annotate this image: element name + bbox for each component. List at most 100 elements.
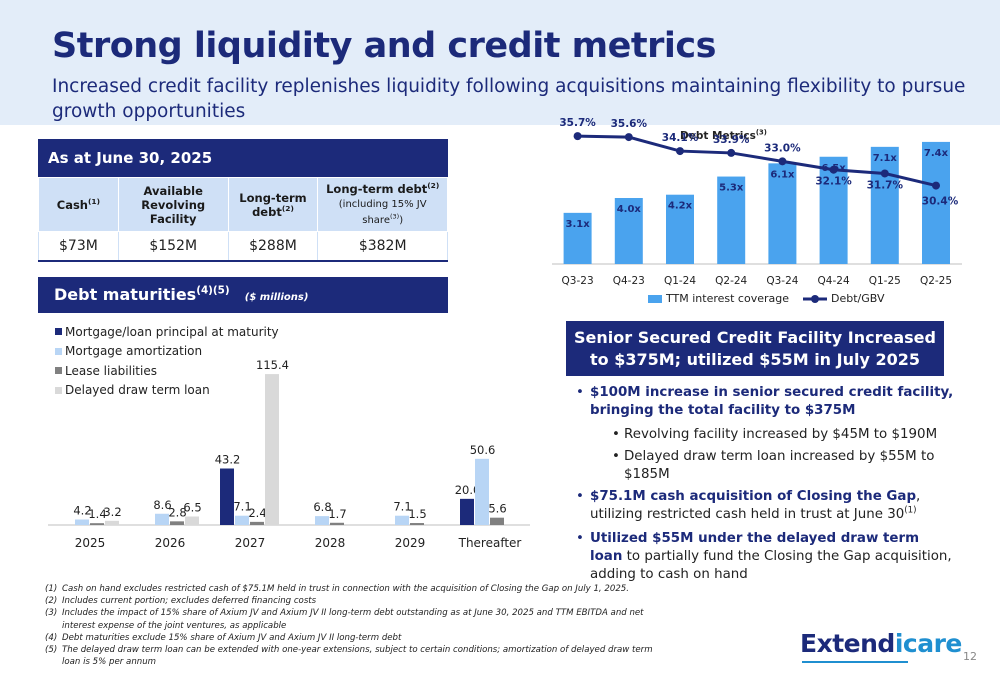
col-ltd-jv-header: Long-term debt(2) (including 15% JV share… (317, 177, 448, 232)
bullet-facility-increase: $100M increase in senior secured credit … (576, 384, 956, 420)
debt-metrics-legend: TTM interest coverage Debt/GBV (648, 292, 885, 305)
footnote: (2) Includes current portion; excludes de… (45, 596, 317, 607)
bar-coverage-Q2-25 (922, 141, 950, 264)
bullet-revolving: Revolving facility increased by $45M to … (576, 426, 956, 444)
debt-gbv-label: 30.4% (922, 196, 959, 208)
debt-gbv-point (880, 169, 889, 178)
x-tick-label: Q2-25 (920, 275, 952, 287)
debt-gbv-point (676, 147, 684, 156)
data-label: 8.6 (153, 498, 171, 512)
x-tick-label: Q3-23 (562, 275, 594, 287)
coverage-label: 7.1x (873, 153, 898, 164)
x-tick-label: Q4-23 (613, 275, 645, 287)
data-label: 6.5 (183, 501, 201, 515)
maturities-legend: Mortgage/loan principal at maturity Mort… (55, 322, 279, 400)
coverage-label: 3.1x (566, 219, 591, 230)
data-label: 3.2 (103, 505, 121, 519)
bar-2026-series-1 (155, 513, 169, 525)
data-label: 5.6 (488, 502, 506, 516)
legend-item-coverage: TTM interest coverage (648, 292, 789, 305)
legend-item-principal: Mortgage/loan principal at maturity (55, 322, 279, 342)
bar-coverage-Q3-24 (768, 163, 797, 264)
coverage-label: 7.4x (924, 148, 949, 159)
page-title: Strong liquidity and credit metrics (52, 26, 716, 66)
ltd-jv-value: $382M (317, 231, 448, 262)
extendicare-logo: Extendicare (800, 629, 962, 658)
x-tick-label: Thereafter (458, 536, 522, 550)
x-tick-label: 2026 (155, 536, 186, 550)
data-label: 2.4 (248, 506, 266, 520)
page-number: 12 (963, 650, 977, 663)
bar-Thereafter-series-0 (460, 498, 474, 525)
bar-2027-series-0 (220, 468, 234, 525)
bar-2026-series-3 (185, 516, 199, 525)
coverage-label: 6.1x (770, 169, 795, 180)
x-tick-label: Q2-24 (715, 275, 747, 287)
bar-2026-series-2 (170, 521, 184, 525)
bar-2025-series-3 (105, 520, 119, 525)
x-tick-label: Q4-24 (818, 275, 850, 287)
debt-metrics-chart: 3.1x Q3-23 4.0x Q4-23 4.2x Q1-24 5.3x Q2-24 6.1x… (552, 117, 962, 287)
bar-2029-series-1 (395, 515, 409, 525)
x-tick-label: Q1-24 (664, 275, 696, 287)
legend-item-debt-gbv: Debt/GBV (803, 292, 885, 305)
data-label: 1.5 (408, 507, 426, 521)
x-tick-label: Q1-25 (869, 275, 901, 287)
footnotes: (1) Cash on hand excludes restricted cash… (45, 583, 665, 668)
bullet-utilized: Utilized $55M under the delayed draw ter… (576, 530, 956, 584)
coverage-label: 4.0x (617, 204, 642, 215)
debt-gbv-label: 33.9% (713, 134, 750, 146)
bar-2027-series-2 (250, 521, 264, 525)
maturities-heading: Debt maturities(4)(5) ($ millions) (38, 277, 448, 313)
debt-maturities-chart: 4.21.43.220258.62.86.5202643.27.12.4115.… (48, 358, 530, 550)
data-label: 1.4 (88, 507, 106, 521)
bar-coverage-Q3-23 (563, 212, 592, 264)
bar-coverage-Q4-24 (819, 156, 848, 264)
debt-gbv-label: 35.7% (559, 117, 596, 129)
x-tick-label: 2028 (315, 536, 346, 550)
data-label: 6.8 (313, 500, 331, 514)
debt-gbv-label: 35.6% (611, 118, 648, 130)
legend-item-amortization: Mortgage amortization (55, 342, 279, 362)
coverage-label: 5.3x (719, 183, 744, 194)
bar-coverage-Q1-24 (666, 194, 694, 264)
bar-2028-series-1 (315, 516, 329, 525)
bar-Thereafter-series-2 (490, 517, 504, 525)
x-tick-label: 2029 (395, 536, 426, 550)
footnote: (5) The delayed draw term loan can be ext… (45, 645, 653, 668)
facility-heading: Senior Secured Credit Facility Increased… (566, 321, 944, 376)
bullet-acquisition: $75.1M cash acquisition of Closing the G… (576, 488, 956, 524)
col-revolving-header: Available Revolving Facility (117, 177, 229, 232)
debt-gbv-label: 33.0% (764, 142, 801, 154)
cash-value: $73M (38, 231, 119, 262)
debt-gbv-label: 32.1% (815, 176, 852, 188)
footnote: (1) Cash on hand excludes restricted cash… (45, 584, 630, 594)
page-subtitle: Increased credit facility replenishes li… (52, 76, 966, 122)
data-label: 1.7 (328, 507, 346, 521)
data-label: 7.1 (393, 500, 411, 514)
bar-2029-series-2 (410, 523, 424, 525)
x-tick-label: 2027 (235, 536, 266, 550)
bar-coverage-Q4-23 (614, 198, 643, 264)
bar-coverage-Q1-25 (870, 146, 899, 264)
debt-metrics-title: Debt Metrics(3) (680, 128, 767, 142)
liquidity-heading: As at June 30, 2025 (38, 139, 448, 177)
liquidity-table: Cash(1) Available Revolving Facility Lon… (38, 177, 448, 262)
x-tick-label: 2025 (75, 536, 106, 550)
legend-item-ddtl: Delayed draw term loan (55, 381, 279, 401)
debt-gbv-point (932, 181, 940, 190)
data-label: 4.2 (73, 504, 91, 518)
debt-gbv-line (577, 134, 937, 188)
bar-2025-series-2 (90, 523, 104, 525)
bar-2027-series-3 (265, 374, 279, 525)
data-label: 2.8 (168, 505, 186, 519)
bar-Thereafter-series-1 (475, 458, 489, 525)
data-label: 43.2 (215, 453, 241, 467)
bar-coverage-Q2-24 (717, 176, 746, 264)
debt-gbv-point (829, 165, 838, 174)
bullet-ddtl: Delayed draw term loan increased by $55M… (576, 448, 956, 484)
debt-gbv-label: 31.7% (867, 179, 904, 191)
x-tick-label: Q3-24 (766, 275, 798, 287)
facility-bullets: $100M increase in senior secured credit … (576, 384, 956, 590)
debt-gbv-point (778, 157, 787, 166)
